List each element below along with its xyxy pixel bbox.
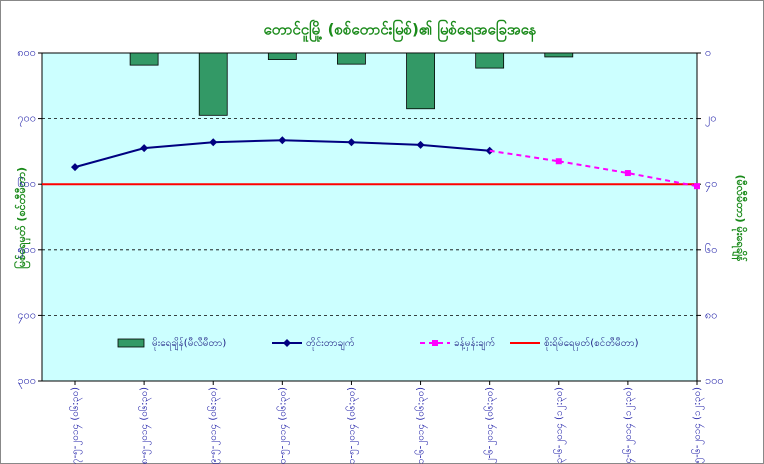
point [555,158,562,165]
y2-tick-label: ၆၀ [705,243,717,256]
y2-tick-label: ၀ [705,46,711,59]
rain-bar [267,52,297,60]
y2-tick-label: ၄၀ [705,177,717,192]
legend-label: စိုးရိမ်ရေမှတ်(စင်တီမီတာ) [544,336,639,351]
rain-bar [475,52,505,69]
x-tick-label: ၂-၆-၂၀၁၄ (၀၆:၃၀) [483,387,498,463]
point [416,140,425,149]
point [432,340,438,346]
point [624,170,631,177]
plot-area [41,52,698,382]
forecast-connector [489,149,559,163]
x-tick-label: ၃၀-၅-၂၀၁၄ (၀၆:၃၀) [275,387,290,464]
point [278,136,287,145]
y2-tick-label: ၈၀ [705,308,717,321]
point [140,144,149,153]
x-tick-label: ၄-၆-၂၀၁၄ (၁၂:၃၀) [621,387,636,463]
line [558,160,698,188]
y2-tick-label: ၂၀ [705,112,717,127]
legend-label: တိုင်းတာချက် [306,336,355,351]
rain-bar [198,52,228,116]
y-axis-label: မြစ်ရေမှတ် (စင်တီမီတာ) [13,167,31,269]
y-tick-label: ၇၀၀ [17,112,36,127]
legend-swatch [117,338,145,348]
x-tick-label: ၂၇-၅-၂၀၁၄ (၀၆:၃၀) [68,387,83,464]
rain-bar [129,52,159,66]
rain-bar [544,52,574,58]
point [71,163,79,172]
x-tick-label: ၁-၆-၂၀၁၄ (၀၆:၃၀) [414,387,429,464]
y2-axis-label: (မီလီမီတာ) မိုးရေချိန် [731,175,748,263]
rain-bar [337,52,366,65]
y-tick-label: ၅၀၀ [17,243,36,258]
x-tick-label: ၃-၆-၂၀၁၄ (၁၂:၃၀) [552,387,567,463]
point [209,138,218,147]
y2-tick-label: ၁၀၀ [705,374,724,387]
point [694,183,700,190]
y-tick-label: ၃၀၀ [17,374,36,389]
rain-bar [406,52,435,110]
legend-label: မိုးရေချိန်(မီလီမီတာ) [152,336,226,351]
y-tick-label: ၈၀၀ [17,46,36,59]
x-tick-label: ၅-၆-၂၀၁၄ (၁၂:၃၀) [690,387,705,463]
x-tick-label: ၃၁-၅-၂၀၁၄ (၀၆:၃၀) [344,387,359,464]
x-tick-label: ၂၉-၅-၂၀၁၄ (၀၆:၃၀) [206,387,221,464]
legend-label: ခန့်မှန်းချက် [454,336,495,351]
point [283,339,291,347]
point [347,138,356,147]
x-tick-label: ၂၈-၅-၂၀၁၄ (၀၆:၃၀) [137,387,152,464]
y-tick-label: ၄၀၀ [17,308,36,323]
y-tick-label: ၆၀၀ [17,177,36,190]
